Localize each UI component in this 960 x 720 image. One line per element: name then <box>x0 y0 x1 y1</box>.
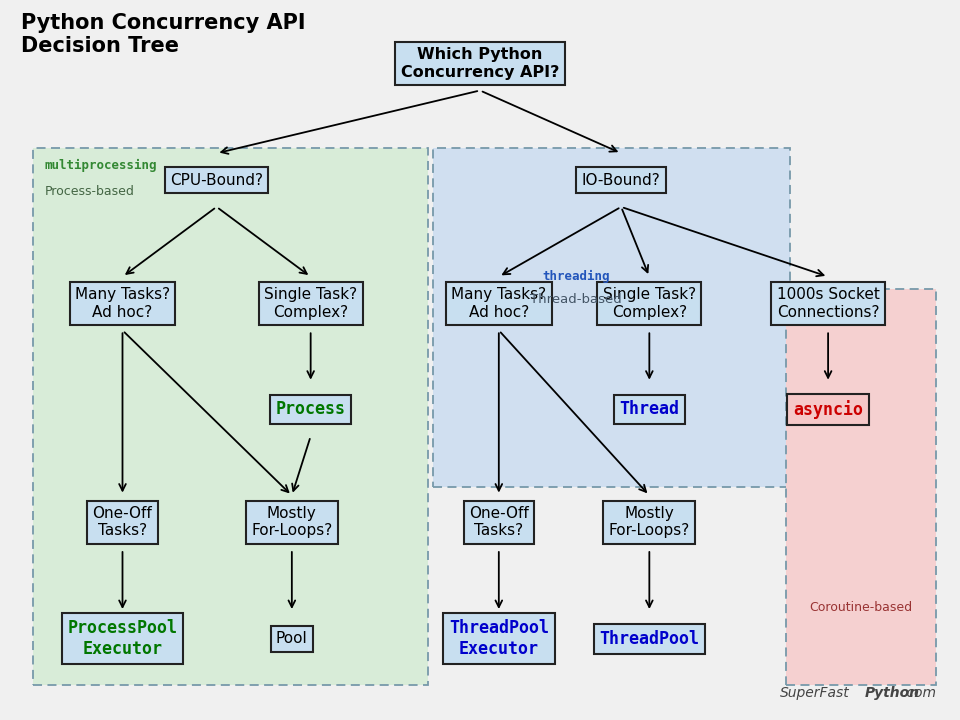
Text: Pool: Pool <box>276 631 308 647</box>
Text: ThreadPool: ThreadPool <box>599 630 699 648</box>
FancyBboxPatch shape <box>433 148 790 487</box>
FancyBboxPatch shape <box>33 148 428 685</box>
Text: .com: .com <box>902 686 936 700</box>
Text: Process-based: Process-based <box>44 185 134 198</box>
Text: Many Tasks?
Ad hoc?: Many Tasks? Ad hoc? <box>451 287 546 320</box>
Text: Which Python
Concurrency API?: Which Python Concurrency API? <box>401 48 559 80</box>
FancyBboxPatch shape <box>785 289 936 685</box>
Text: ProcessPool
Executor: ProcessPool Executor <box>67 619 178 658</box>
Text: Python Concurrency API
Decision Tree: Python Concurrency API Decision Tree <box>21 13 305 56</box>
Text: ThreadPool
Executor: ThreadPool Executor <box>449 619 549 658</box>
Text: Thread-based: Thread-based <box>530 293 622 306</box>
Text: Thread: Thread <box>619 400 680 418</box>
Text: IO-Bound?: IO-Bound? <box>582 173 660 188</box>
Text: multiprocessing: multiprocessing <box>44 159 156 172</box>
Text: Coroutine-based: Coroutine-based <box>809 601 913 614</box>
Text: Mostly
For-Loops?: Mostly For-Loops? <box>252 506 332 539</box>
Text: Process: Process <box>276 400 346 418</box>
Text: Python: Python <box>864 686 920 700</box>
Text: One-Off
Tasks?: One-Off Tasks? <box>468 506 529 539</box>
Text: 1000s Socket
Connections?: 1000s Socket Connections? <box>777 287 879 320</box>
Text: threading: threading <box>542 270 610 284</box>
Text: Single Task?
Complex?: Single Task? Complex? <box>603 287 696 320</box>
Text: Single Task?
Complex?: Single Task? Complex? <box>264 287 357 320</box>
Text: SuperFast: SuperFast <box>780 686 850 700</box>
Text: Many Tasks?
Ad hoc?: Many Tasks? Ad hoc? <box>75 287 170 320</box>
Text: asyncio: asyncio <box>793 400 863 419</box>
Text: Mostly
For-Loops?: Mostly For-Loops? <box>609 506 690 539</box>
Text: One-Off
Tasks?: One-Off Tasks? <box>92 506 153 539</box>
Text: CPU-Bound?: CPU-Bound? <box>170 173 263 188</box>
